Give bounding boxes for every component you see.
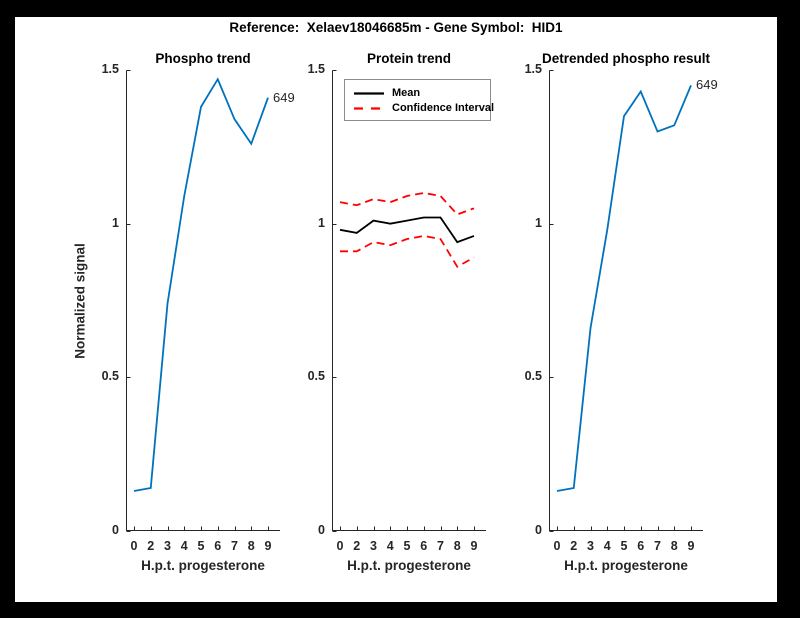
y-tick-label: 0.5 — [101, 369, 119, 384]
x-tick-label: 7 — [654, 539, 661, 553]
series-line-ci-upper — [339, 192, 475, 216]
plot-area — [549, 70, 703, 532]
y-tick-label: 0 — [318, 523, 325, 537]
legend-entry-mean: Mean — [353, 86, 490, 100]
data-point-annotation: 649 — [273, 89, 295, 105]
plot-area — [332, 70, 486, 532]
x-tick-label: 6 — [637, 539, 645, 553]
x-tick-label: 3 — [587, 539, 594, 553]
y-tick-label: 0 — [535, 523, 542, 537]
legend-label-mean: Mean — [392, 87, 421, 99]
subplot-detrended-phospho: Detrended phospho result H.p.t. progeste… — [525, 51, 718, 573]
y-tick-label: 0.5 — [307, 369, 325, 384]
x-tick-label: 5 — [197, 539, 205, 553]
x-tick-label: 9 — [687, 539, 695, 553]
x-tick-label: 2 — [147, 539, 155, 553]
plot-area — [126, 70, 280, 532]
legend-entry-confidence-interval: Confidence Interval — [353, 101, 494, 115]
x-tick-label: 4 — [180, 539, 188, 553]
x-tick-label: 2 — [570, 539, 578, 553]
series-line-mean — [339, 216, 475, 244]
x-axis-label: H.p.t. progesterone — [141, 558, 265, 573]
x-tick-label: 0 — [130, 539, 138, 553]
subplot-title: Protein trend — [366, 51, 452, 66]
confidence-interval-line-sample-icon — [354, 106, 384, 110]
y-tick-label: 1 — [112, 215, 119, 230]
data-point-annotation: 649 — [696, 77, 718, 93]
x-tick-label: 8 — [670, 539, 678, 553]
x-tick-label: 7 — [437, 539, 444, 553]
x-tick-label: 9 — [264, 539, 272, 553]
x-tick-label: 8 — [247, 539, 255, 553]
x-tick-label: 9 — [470, 539, 478, 553]
y-tick-label: 0 — [112, 523, 119, 537]
mean-line-sample-icon — [354, 91, 384, 95]
x-tick-label: 2 — [353, 539, 361, 553]
figure-title: Reference: Xelaev18046685m - Gene Symbol… — [229, 20, 563, 35]
x-axis-label: H.p.t. progesterone — [564, 558, 688, 573]
x-tick-label: 0 — [553, 539, 561, 553]
x-tick-label: 7 — [231, 539, 238, 553]
y-tick-label: 0.5 — [524, 369, 542, 384]
subplot-title: Phospho trend — [155, 51, 251, 66]
y-tick-label: 1 — [318, 215, 325, 230]
x-tick-label: 0 — [336, 539, 344, 553]
x-axis-label: H.p.t. progesterone — [347, 558, 471, 573]
y-tick-label: 1 — [535, 215, 542, 230]
x-tick-label: 5 — [403, 539, 411, 553]
subplot-phospho-trend: Phospho trend Normalized signal H.p.t. p… — [73, 51, 295, 573]
x-tick-label: 6 — [214, 539, 222, 553]
series-line-ci-lower — [340, 235, 475, 268]
y-axis-label: Normalized signal — [72, 242, 88, 359]
y-tick-label: 1.5 — [307, 62, 325, 76]
subplot-title: Detrended phospho result — [541, 51, 711, 66]
subplot-protein-trend: Protein trend H.p.t. progesterone Mean C… — [308, 51, 494, 573]
y-tick-label: 1.5 — [101, 62, 119, 76]
series-line-phospho-signal — [133, 77, 269, 492]
x-tick-label: 5 — [620, 539, 628, 553]
figure-canvas: Reference: Xelaev18046685m - Gene Symbol… — [15, 17, 777, 602]
series-line-detrended-phospho-signal — [556, 85, 692, 492]
legend-box: Mean Confidence Interval — [344, 79, 494, 121]
x-tick-label: 3 — [370, 539, 377, 553]
x-tick-label: 6 — [420, 539, 428, 553]
legend-label-confidence-interval: Confidence Interval — [392, 102, 495, 114]
x-tick-label: 3 — [164, 539, 171, 553]
x-tick-label: 8 — [453, 539, 461, 553]
x-tick-label: 4 — [603, 539, 611, 553]
y-tick-label: 1.5 — [524, 62, 542, 76]
x-tick-label: 4 — [386, 539, 394, 553]
